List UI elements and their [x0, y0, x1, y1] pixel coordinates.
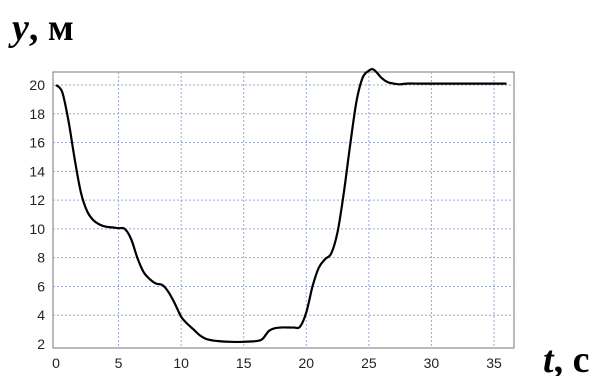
- y-tick-label: 10: [29, 221, 45, 237]
- x-tick-label: 30: [424, 355, 440, 371]
- x-tick-label: 0: [52, 355, 60, 371]
- grid-lines: [53, 72, 514, 348]
- y-axis-variable: y: [8, 7, 29, 49]
- y-tick-label: 6: [37, 278, 45, 294]
- y-axis-title: y, м: [8, 7, 74, 49]
- y-tick-label: 18: [29, 106, 45, 122]
- x-tick-label: 5: [115, 355, 123, 371]
- x-tick-label: 25: [361, 355, 377, 371]
- tick-labels: 0 5 10 15 20 25 30 35 2 4 6 8 10 12 14 16 18 20: [29, 77, 502, 371]
- x-tick-label: 35: [486, 355, 502, 371]
- y-tick-label: 4: [37, 307, 45, 323]
- y-tick-label: 2: [37, 336, 45, 352]
- x-axis-variable: t: [543, 339, 555, 376]
- x-tick-label: 10: [173, 355, 189, 371]
- y-tick-label: 20: [29, 77, 45, 93]
- x-tick-label: 15: [236, 355, 252, 371]
- series-line: [55, 67, 507, 344]
- y-tick-label: 14: [29, 163, 45, 179]
- plot-frame: [52, 71, 515, 349]
- y-tick-label: 8: [37, 250, 45, 266]
- y-tick-label: 16: [29, 135, 45, 151]
- x-axis-unit: , с: [554, 339, 590, 376]
- x-tick-label: 20: [298, 355, 314, 371]
- y-axis-unit: , м: [29, 7, 74, 49]
- x-axis-title: t, с: [543, 339, 589, 376]
- y-tick-label: 12: [29, 192, 45, 208]
